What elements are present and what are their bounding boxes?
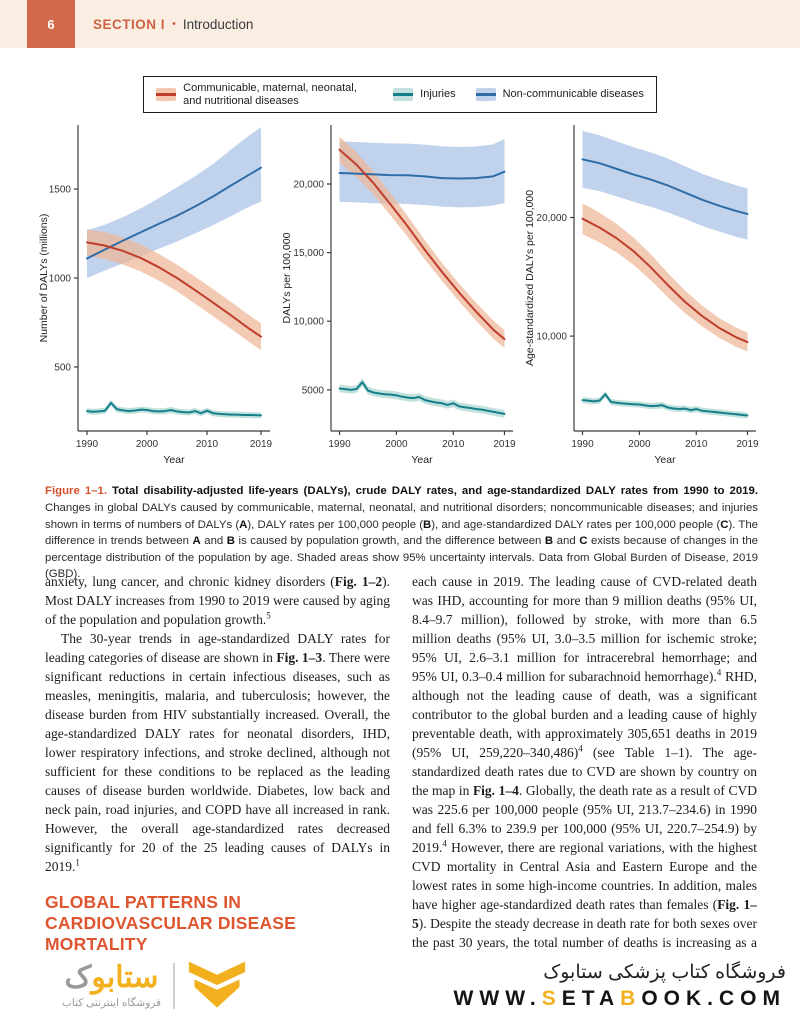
svg-text:1990: 1990: [75, 439, 98, 450]
chevron-logo-icon: [188, 961, 246, 1008]
svg-text:2000: 2000: [628, 439, 651, 450]
page-number: 6: [47, 16, 55, 32]
legend-label: Injuries: [420, 88, 456, 101]
svg-text:Year: Year: [163, 454, 185, 466]
svg-text:2019: 2019: [493, 439, 516, 450]
site-url: WWW.SETABOOK.COM: [453, 987, 786, 1010]
running-header: SECTION I • Introduction: [93, 0, 253, 48]
svg-text:Number of DALYs (millions): Number of DALYs (millions): [38, 214, 50, 343]
footer-text-block: فروشگاه کتاب پزشکی ستابوک WWW.SETABOOK.C…: [454, 961, 786, 1011]
svg-text:2000: 2000: [385, 439, 408, 450]
communicable-swatch-icon: [156, 88, 177, 102]
section-heading: GLOBAL PATTERNS IN CARDIOVASCULAR DISEAS…: [45, 892, 390, 955]
legend-item-injuries: Injuries: [393, 88, 456, 102]
chart-panel-b: 5000 10,000 15,000 20,000 1990 2000 2010 2019 Ye…: [281, 125, 516, 466]
body-text-columns: anxiety, lung cancer, and chronic kidney…: [45, 572, 757, 955]
svg-text:2019: 2019: [249, 439, 272, 450]
ncd-swatch-icon: [475, 88, 496, 102]
page-number-box: 6: [27, 0, 75, 48]
section-label: SECTION I: [93, 16, 166, 32]
svg-text:2010: 2010: [685, 439, 708, 450]
svg-text:5000: 5000: [301, 386, 324, 397]
svg-text:500: 500: [54, 363, 71, 374]
legend-item-noncommunicable: Non-communicable diseases: [475, 88, 644, 102]
svg-text:DALYs per 100,000: DALYs per 100,000: [281, 233, 293, 324]
figure-charts-row: 500 1000 1500 1990 2000 2010 2019 Year Number of…: [0, 117, 800, 469]
svg-text:20,000: 20,000: [293, 180, 324, 191]
svg-text:Age-standardized DALYs per 100: Age-standardized DALYs per 100,000: [524, 190, 536, 366]
setabook-logo: ستابوک فروشگاه اینترنتی کتاب: [62, 959, 247, 1013]
paragraph: each cause in 2019. The leading cause of…: [412, 574, 757, 955]
chapter-title: Introduction: [182, 16, 254, 32]
svg-text:10,000: 10,000: [536, 332, 567, 343]
logo-divider: [173, 963, 176, 1009]
paragraph: anxiety, lung cancer, and chronic kidney…: [45, 574, 390, 627]
page-header-bar: 6 SECTION I • Introduction: [0, 0, 800, 48]
figure-legend: Communicable, maternal, neonatal, and nu…: [143, 76, 657, 114]
svg-text:1990: 1990: [571, 439, 594, 450]
svg-text:Year: Year: [411, 454, 433, 466]
legend-label: Communicable, maternal, neonatal, and nu…: [183, 82, 357, 107]
svg-text:2010: 2010: [442, 439, 465, 450]
injuries-swatch-icon: [393, 88, 414, 102]
svg-text:15,000: 15,000: [293, 248, 324, 259]
chart-panel-c: 10,000 20,000 1990 2000 2010 2019 Year Age-stan…: [524, 125, 759, 466]
figure-caption: Figure 1–1. Total disability-adjusted li…: [45, 485, 759, 581]
svg-text:2010: 2010: [195, 439, 218, 450]
svg-text:10,000: 10,000: [293, 317, 324, 328]
svg-text:Year: Year: [654, 454, 676, 466]
publisher-footer: ستابوک فروشگاه اینترنتی کتاب فروشگاه کتا…: [0, 954, 800, 1024]
separator-dot: •: [172, 18, 176, 30]
paragraph: The 30-year trends in age-standardized D…: [45, 631, 390, 874]
right-column: each cause in 2019. The leading cause of…: [412, 572, 757, 955]
svg-text:1000: 1000: [48, 274, 71, 285]
left-column: anxiety, lung cancer, and chronic kidney…: [45, 572, 390, 955]
legend-label: Non-communicable diseases: [502, 88, 644, 101]
logo-text-block: ستابوک فروشگاه اینترنتی کتاب: [62, 963, 162, 1010]
svg-text:1990: 1990: [328, 439, 351, 450]
brand-wordmark-gray: ک: [64, 961, 92, 994]
svg-text:1500: 1500: [48, 185, 71, 196]
svg-text:2019: 2019: [736, 439, 759, 450]
brand-wordmark-yellow: ستابو: [91, 961, 159, 994]
svg-text:2000: 2000: [135, 439, 158, 450]
brand-wordmark: ستابوک: [62, 963, 161, 993]
svg-text:20,000: 20,000: [536, 213, 567, 224]
chart-panel-a: 500 1000 1500 1990 2000 2010 2019 Year Number of…: [38, 125, 272, 466]
logo-tagline: فروشگاه اینترنتی کتاب: [62, 997, 162, 1009]
store-name: فروشگاه کتاب پزشکی ستابوک: [543, 962, 786, 983]
legend-item-communicable: Communicable, maternal, neonatal, and nu…: [156, 82, 373, 107]
